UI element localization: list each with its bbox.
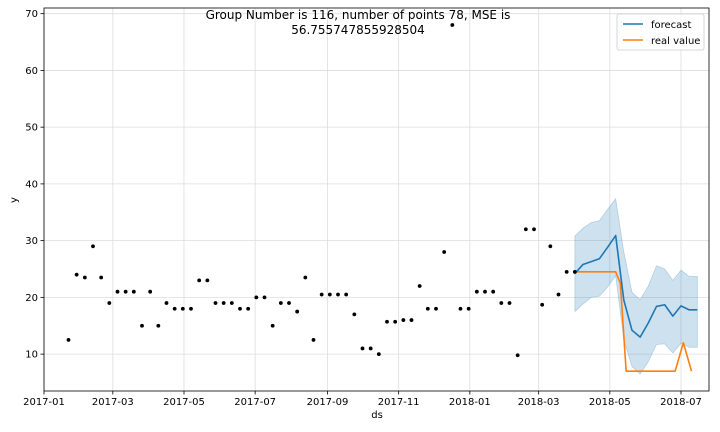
series-lines (574, 234, 698, 372)
observed-point (409, 318, 414, 322)
x-tick-label: 2017-01 (23, 397, 65, 408)
observed-point (115, 289, 120, 294)
x-tick-label: 2018-03 (518, 397, 560, 408)
y-tick-label: 40 (25, 179, 38, 190)
y-axis-label: y (9, 197, 20, 203)
observed-point (491, 289, 496, 294)
observed-point (189, 306, 193, 311)
observed-point (344, 292, 349, 297)
observed-point (540, 302, 545, 307)
observed-point (172, 306, 177, 311)
y-tick-label: 50 (25, 123, 38, 134)
observed-point (123, 289, 128, 294)
observed-point (319, 292, 324, 297)
observed-point (466, 306, 471, 311)
observed-point (434, 306, 438, 311)
y-tick-label: 70 (25, 9, 38, 20)
legend: forecast real value (616, 13, 705, 51)
series-line-forecast (574, 234, 698, 338)
observed-point (336, 292, 340, 297)
observed-point (417, 284, 422, 288)
observed-point (360, 346, 365, 351)
observed-point (164, 301, 169, 305)
x-axis-ticks: 2017-01 2017-03 2017-05 2017-07 2017-09 2017-… (23, 391, 702, 408)
observed-point (303, 275, 308, 280)
observed-point (66, 338, 71, 342)
observed-point (82, 275, 87, 280)
observed-point (450, 23, 455, 27)
observed-point (515, 353, 520, 358)
y-tick-label: 60 (25, 66, 38, 77)
forecast-uncertainty-band (574, 197, 698, 375)
observed-point (246, 306, 251, 311)
x-tick-label: 2017-09 (307, 397, 349, 408)
observed-point (180, 306, 185, 311)
observed-point (221, 301, 226, 305)
observed-point (376, 352, 381, 357)
x-tick-label: 2017-05 (163, 397, 205, 408)
y-tick-label: 30 (25, 236, 38, 247)
observed-point (368, 346, 373, 351)
observed-point (140, 323, 144, 328)
x-tick-label: 2018-01 (449, 397, 491, 408)
observed-point (131, 289, 136, 294)
forecast-interval-area (574, 197, 698, 375)
observed-point (254, 295, 259, 300)
observed-point (483, 289, 487, 294)
observed-point (99, 275, 104, 280)
observed-point (327, 292, 332, 297)
grid (43, 8, 709, 391)
x-tick-label: 2017-07 (234, 397, 276, 408)
observed-point (262, 295, 267, 300)
x-tick-label: 2017-11 (378, 397, 420, 408)
observed-point (107, 301, 112, 305)
observed-point (425, 306, 430, 311)
x-axis-label: ds (371, 410, 383, 421)
observed-point (238, 306, 242, 311)
observed-point (270, 323, 275, 328)
legend-real-value-label: real value (651, 36, 700, 47)
observed-point (352, 312, 357, 317)
x-tick-label: 2018-05 (589, 397, 631, 408)
observed-point (213, 301, 218, 305)
observed-point (564, 269, 569, 274)
plot-frame (43, 7, 710, 392)
observed-point (74, 272, 79, 277)
y-tick-label: 20 (25, 293, 38, 304)
observed-point (156, 323, 161, 328)
y-tick-label: 10 (25, 350, 38, 361)
observed-point (507, 301, 512, 305)
observed-point (442, 250, 447, 254)
chart-title-line1: Group Number is 116, number of points 78… (206, 8, 511, 22)
legend-box (616, 13, 705, 51)
y-axis-ticks: 10 20 30 40 50 60 70 (25, 9, 44, 361)
legend-forecast-label: forecast (651, 20, 692, 31)
observed-point (532, 227, 536, 232)
observed-point (197, 278, 202, 283)
observed-point (393, 319, 398, 324)
x-tick-label: 2017-03 (92, 397, 134, 408)
observed-point (499, 301, 504, 305)
observed-point (278, 301, 283, 305)
observed-point (523, 227, 528, 232)
x-tick-label: 2018-07 (660, 397, 702, 408)
observed-point (287, 301, 291, 305)
observed-point (401, 318, 406, 322)
observed-point (91, 244, 95, 249)
observed-point (474, 289, 479, 294)
observed-point (556, 292, 561, 297)
chart-title-line2: 56.755747855928504 (291, 23, 425, 37)
observed-point (572, 269, 577, 274)
observed-points (66, 23, 577, 358)
observed-point (229, 301, 234, 305)
observed-point (311, 338, 316, 342)
series-line-real-value (574, 271, 693, 372)
observed-point (148, 289, 153, 294)
observed-point (205, 278, 210, 283)
observed-point (548, 244, 553, 249)
observed-point (458, 306, 463, 311)
observed-point (295, 309, 300, 314)
observed-point (385, 319, 389, 324)
